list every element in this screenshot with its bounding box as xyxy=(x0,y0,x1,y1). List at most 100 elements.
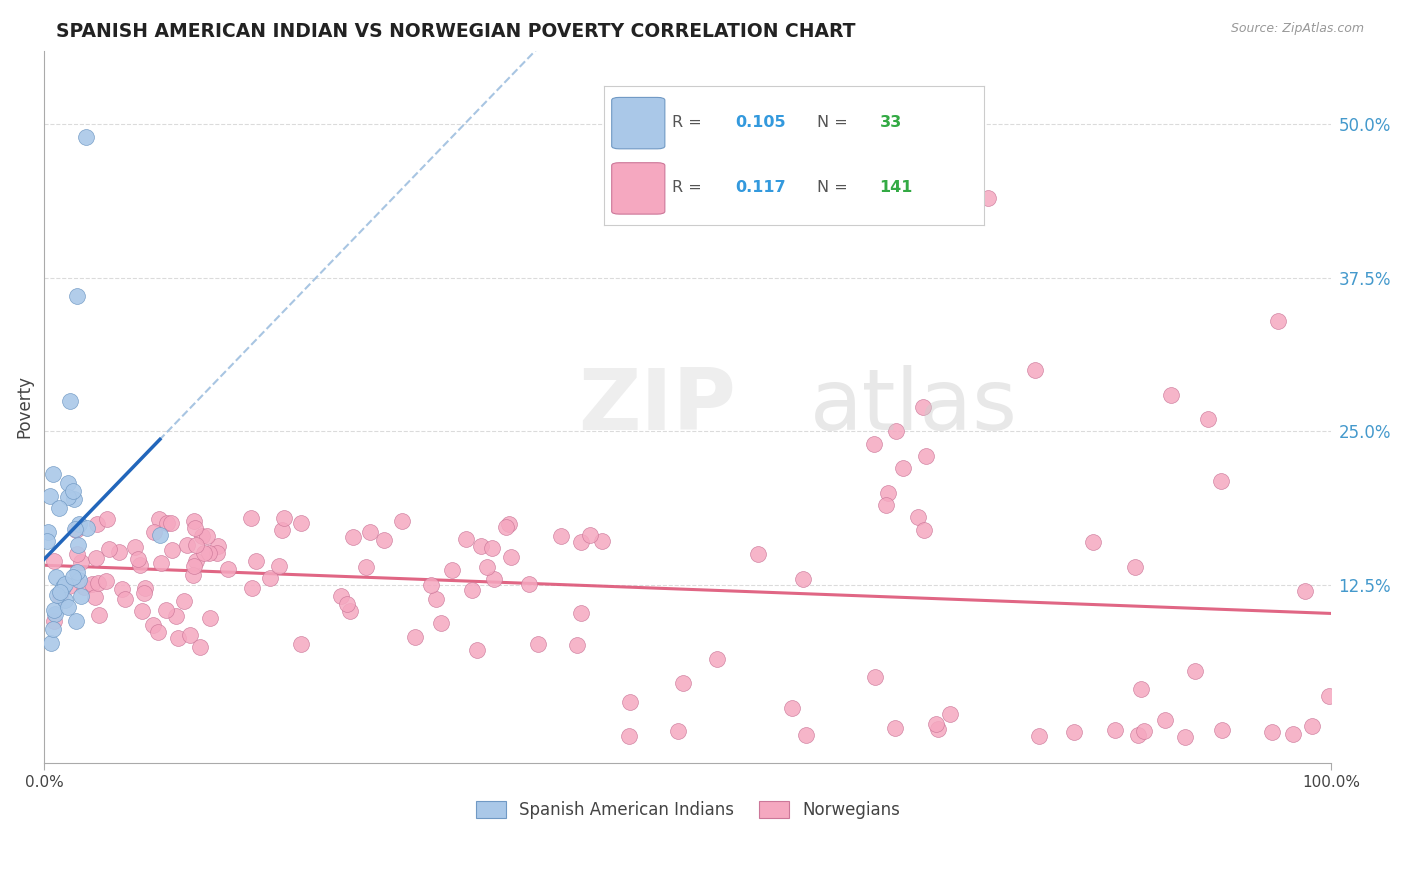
Point xyxy=(290,636,312,650)
Point xyxy=(526,637,548,651)
Point xyxy=(273,510,295,524)
Point xyxy=(1211,474,1233,488)
Point xyxy=(1024,363,1046,377)
Point xyxy=(1261,725,1284,739)
Point xyxy=(42,553,65,567)
Point xyxy=(925,716,948,731)
Point xyxy=(51,580,73,594)
Point xyxy=(1154,713,1177,727)
Point xyxy=(565,638,588,652)
Point xyxy=(619,695,641,709)
Point xyxy=(156,516,179,530)
Point xyxy=(69,517,91,532)
Point xyxy=(794,728,817,742)
Point xyxy=(142,618,165,632)
Point xyxy=(461,582,484,597)
Point xyxy=(884,425,907,439)
Point xyxy=(42,603,65,617)
Point xyxy=(876,498,898,512)
Point xyxy=(53,592,76,607)
Point xyxy=(111,582,134,597)
Point xyxy=(1132,724,1154,739)
Point xyxy=(475,560,498,574)
Point xyxy=(58,490,80,504)
Point xyxy=(498,516,520,531)
Y-axis label: Poverty: Poverty xyxy=(15,376,32,438)
Point xyxy=(173,594,195,608)
Point xyxy=(1197,412,1219,426)
Point xyxy=(39,636,62,650)
Point xyxy=(42,622,65,636)
Point xyxy=(48,500,70,515)
Point xyxy=(62,484,84,499)
Point xyxy=(66,547,89,561)
Point xyxy=(197,546,219,560)
Point xyxy=(67,573,90,587)
Point xyxy=(441,563,464,577)
Point xyxy=(59,393,82,408)
Point xyxy=(184,554,207,568)
Point xyxy=(1317,689,1340,703)
Point xyxy=(86,516,108,531)
Point xyxy=(149,528,172,542)
Point xyxy=(70,589,93,603)
Point xyxy=(167,632,190,646)
Point xyxy=(912,523,935,537)
Point xyxy=(672,676,695,690)
Point xyxy=(198,611,221,625)
Point xyxy=(46,588,69,602)
Point xyxy=(863,670,886,684)
Point xyxy=(550,529,572,543)
Point xyxy=(245,553,267,567)
Point xyxy=(127,552,149,566)
Point xyxy=(240,581,263,595)
Point xyxy=(239,511,262,525)
Point xyxy=(1130,682,1153,697)
Point xyxy=(165,608,187,623)
Point xyxy=(146,624,169,639)
Point xyxy=(1211,723,1233,737)
Point xyxy=(329,590,352,604)
Point xyxy=(579,528,602,542)
Point xyxy=(884,721,907,735)
Point xyxy=(114,592,136,607)
Point xyxy=(517,577,540,591)
Point xyxy=(1174,731,1197,745)
Point xyxy=(1126,728,1149,742)
Point xyxy=(747,547,769,561)
Point xyxy=(1281,726,1303,740)
Point xyxy=(76,521,98,535)
Point xyxy=(72,580,94,594)
Point xyxy=(354,560,377,574)
Point xyxy=(56,475,79,490)
Point xyxy=(430,615,453,630)
Point xyxy=(67,538,90,552)
Text: ZIP: ZIP xyxy=(578,366,737,449)
Point xyxy=(339,604,361,618)
Legend: Spanish American Indians, Norwegians: Spanish American Indians, Norwegians xyxy=(468,795,907,826)
Point xyxy=(42,467,65,482)
Point xyxy=(481,541,503,555)
Point xyxy=(188,640,211,654)
Point xyxy=(58,599,80,614)
Point xyxy=(1063,725,1085,739)
Point xyxy=(454,533,477,547)
Point xyxy=(134,582,156,596)
Text: Source: ZipAtlas.com: Source: ZipAtlas.com xyxy=(1230,22,1364,36)
Point xyxy=(96,512,118,526)
Point xyxy=(98,541,121,556)
Text: atlas: atlas xyxy=(810,366,1018,449)
Point xyxy=(159,516,181,531)
Point xyxy=(259,571,281,585)
Point xyxy=(1301,719,1323,733)
Point xyxy=(129,558,152,572)
Point xyxy=(373,533,395,548)
Point xyxy=(780,701,803,715)
Point xyxy=(65,523,87,537)
Point xyxy=(45,570,67,584)
Point xyxy=(155,603,177,617)
Point xyxy=(1160,387,1182,401)
Point xyxy=(217,562,239,576)
Point xyxy=(131,603,153,617)
Point xyxy=(66,565,89,579)
